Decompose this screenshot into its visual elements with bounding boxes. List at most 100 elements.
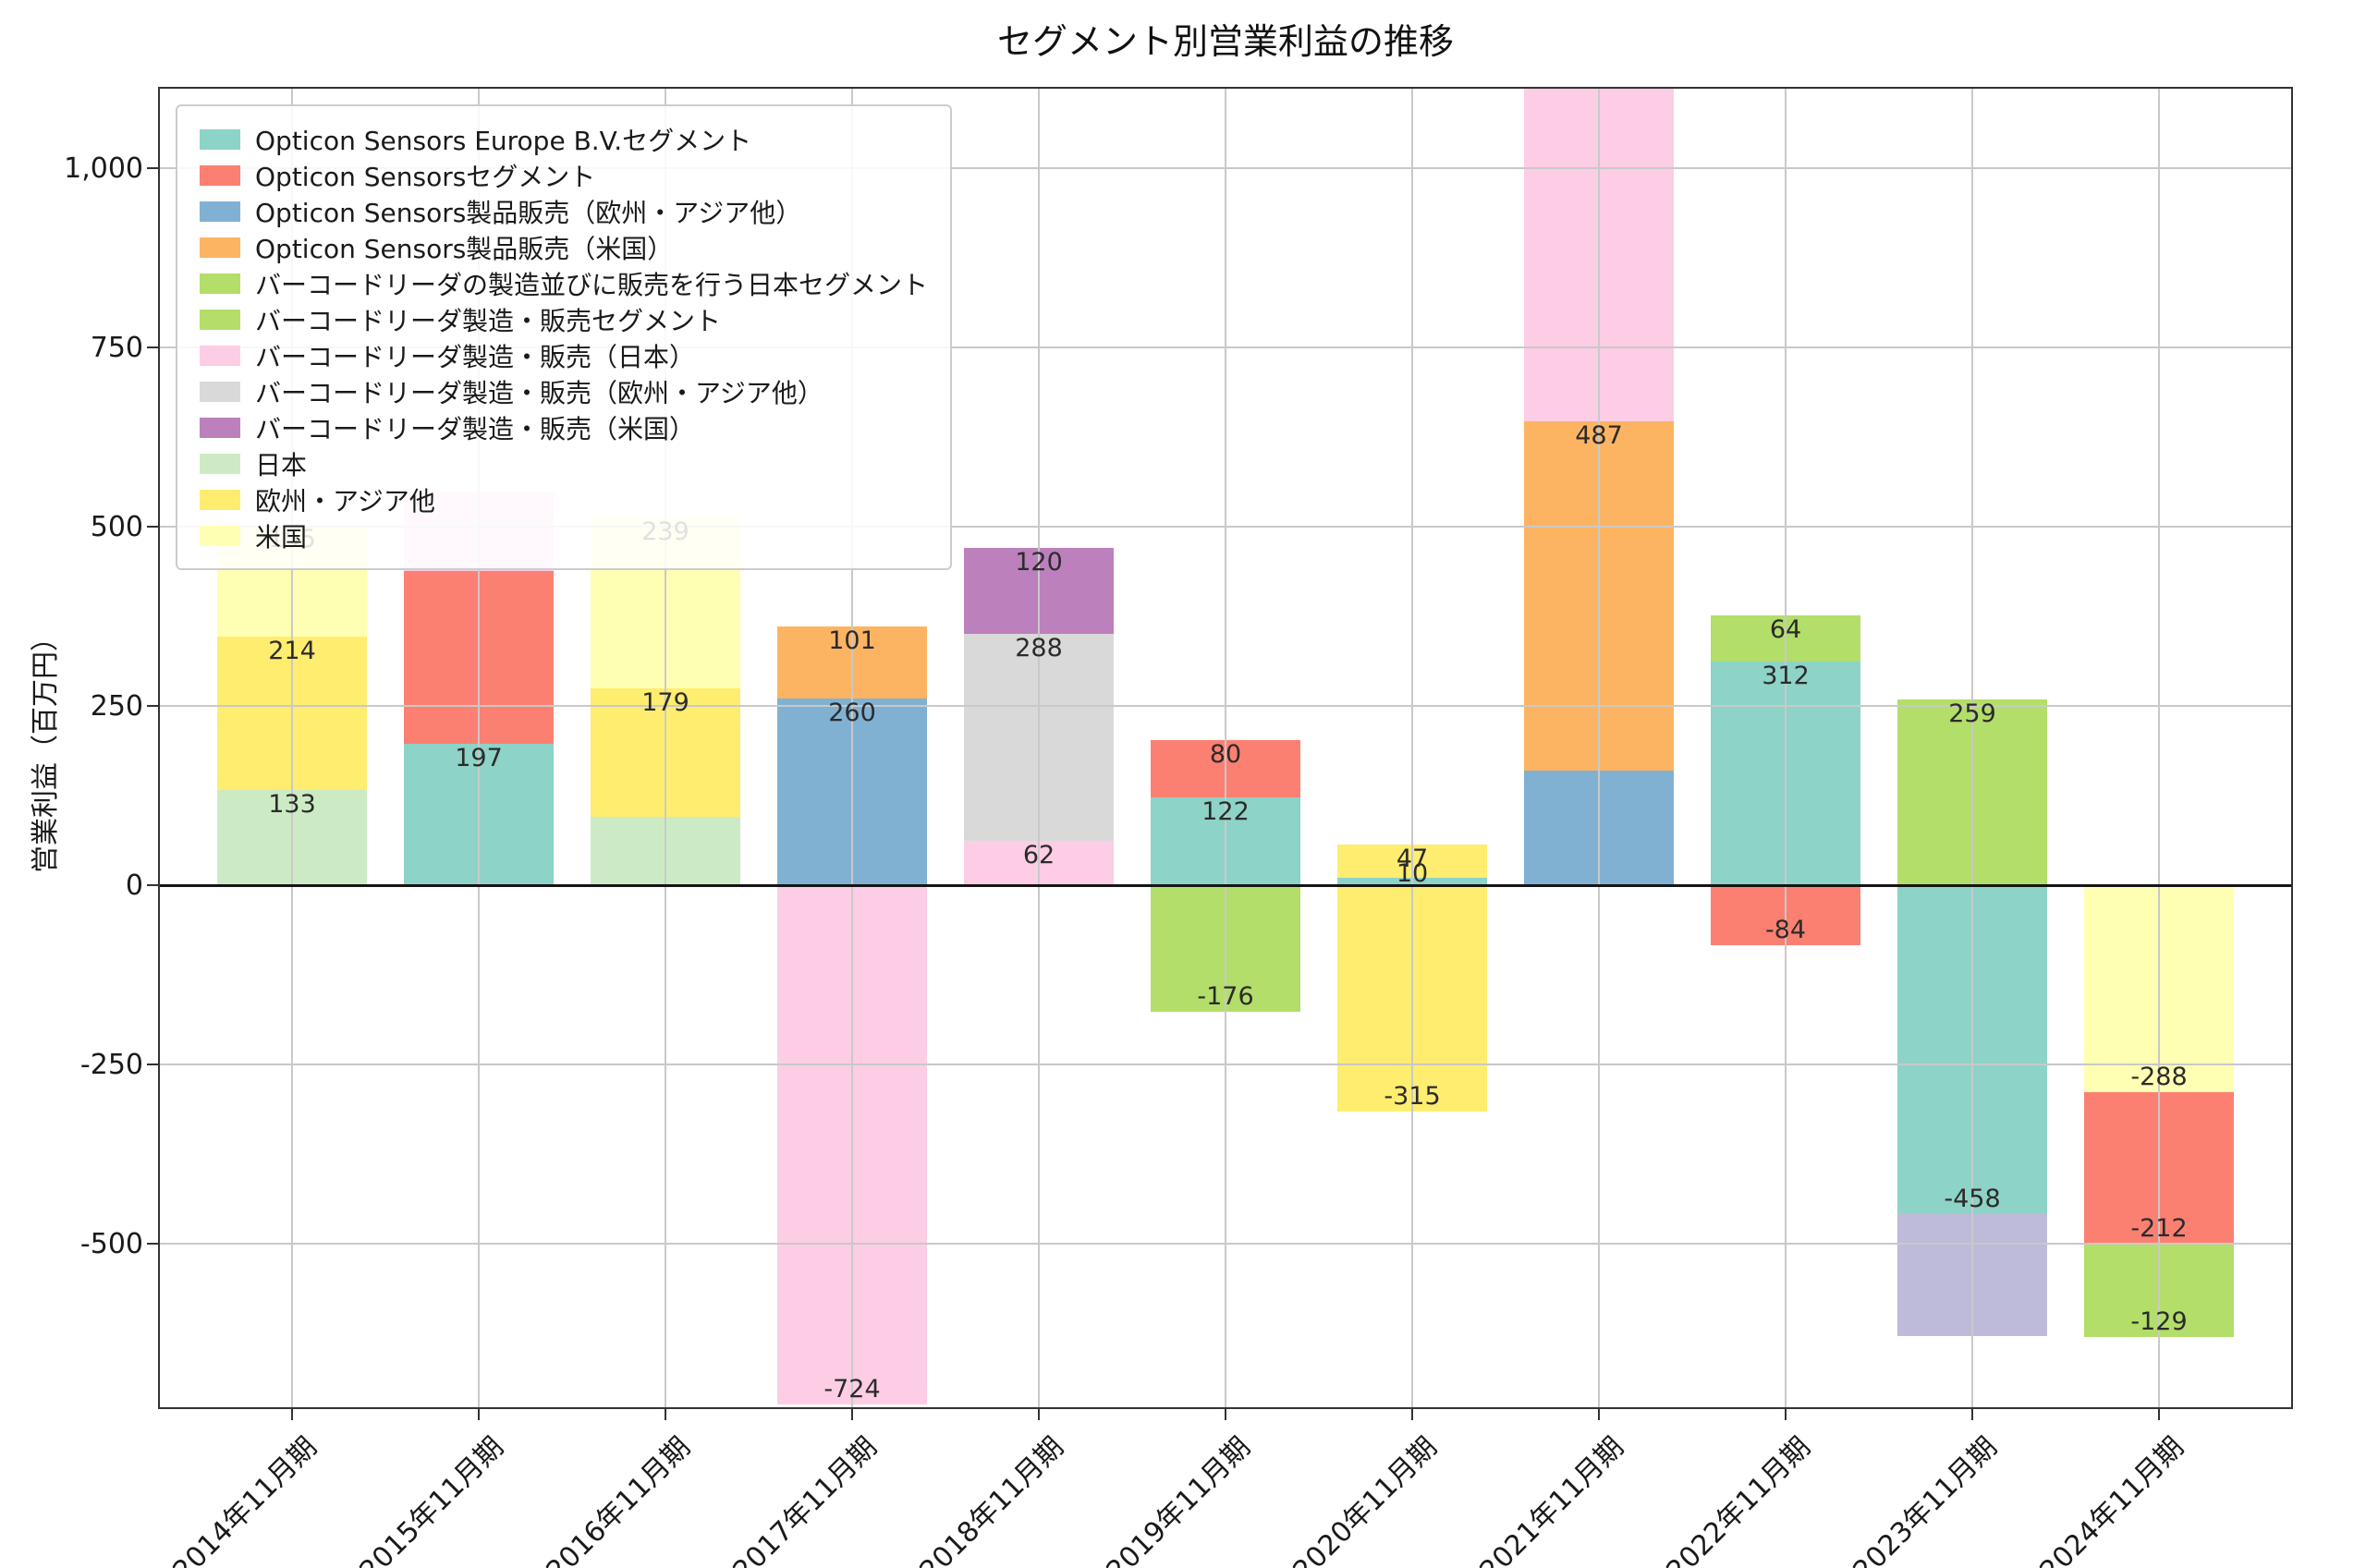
y-axis-label: 営業利益（百万円） (30, 624, 62, 873)
legend-label: Opticon Sensors製品販売（米国） (255, 233, 674, 264)
y-tick-label: 750 (90, 331, 143, 364)
bar-value-label: -724 (823, 1375, 881, 1404)
legend-label: Opticon Sensors製品販売（欧州・アジア他） (255, 197, 802, 228)
bar-value-label: 133 (268, 789, 316, 819)
x-tick-mark (2158, 1409, 2160, 1420)
legend-swatch (200, 381, 240, 402)
y-tick-label: 250 (90, 690, 143, 723)
legend-item: 欧州・アジア他 (200, 481, 928, 517)
gridline-vertical (1411, 87, 1413, 1409)
bar-value-label: -176 (1197, 981, 1254, 1011)
legend-swatch (200, 417, 240, 438)
gridline-vertical (851, 87, 853, 1409)
x-tick-mark (291, 1409, 293, 1420)
x-tick-mark (1038, 1409, 1040, 1420)
x-tick-label: 2015年11月期 (354, 1430, 511, 1568)
legend-label: 欧州・アジア他 (255, 485, 435, 517)
legend-label: バーコードリーダ製造・販売（米国） (255, 413, 696, 444)
gridline-vertical (478, 87, 480, 1409)
zero-line (158, 884, 2293, 888)
legend-label: バーコードリーダ製造・販売セグメント (255, 305, 722, 336)
y-tick-mark (147, 1243, 158, 1246)
x-tick-mark (1598, 1409, 1600, 1420)
legend-swatch (200, 453, 240, 474)
legend-label: バーコードリーダの製造並びに販売を行う日本セグメント (255, 269, 929, 300)
x-tick-mark (851, 1409, 853, 1420)
gridline-vertical (1225, 87, 1226, 1409)
x-tick-mark (1785, 1409, 1787, 1420)
legend: Opticon Sensors Europe B.V.セグメント Opticon … (176, 104, 953, 570)
legend-swatch (200, 128, 240, 150)
bar-value-label: 487 (1575, 420, 1623, 450)
legend-swatch (200, 345, 240, 366)
x-tick-label: 2016年11月期 (541, 1430, 698, 1568)
bar-value-label: 62 (1022, 841, 1055, 870)
y-tick-label: 500 (90, 510, 143, 543)
bar-value-label: 197 (455, 744, 503, 773)
x-tick-mark (1225, 1409, 1226, 1420)
legend-swatch (200, 489, 240, 510)
bar-value-label: 64 (1769, 615, 1802, 645)
bar-value-label: 214 (268, 636, 316, 665)
legend-label: Opticon Sensors Europe B.V.セグメント (255, 125, 752, 156)
bar-value-label: -129 (2130, 1307, 2188, 1336)
legend-item: Opticon Sensors Europe B.V.セグメント (200, 121, 928, 157)
gridline-vertical (1785, 87, 1787, 1409)
bar-value-label: 101 (828, 626, 876, 655)
gridline-vertical (665, 87, 666, 1409)
gridline-vertical (291, 87, 293, 1409)
x-tick-mark (1971, 1409, 1973, 1420)
legend-swatch (200, 237, 240, 258)
x-tick-label: 2019年11月期 (1101, 1430, 1258, 1568)
x-tick-label: 2020年11月期 (1287, 1430, 1445, 1568)
bar-value-label: 260 (828, 699, 876, 728)
y-tick-label: -500 (79, 1228, 143, 1261)
x-tick-mark (1411, 1409, 1413, 1420)
bar-value-label: 122 (1201, 797, 1250, 827)
bar-value-label: -288 (2130, 1062, 2188, 1091)
legend-item: バーコードリーダ製造・販売セグメント (200, 301, 928, 337)
legend-label: バーコードリーダ製造・販売（欧州・アジア他） (255, 377, 823, 408)
x-tick-label: 2014年11月期 (167, 1430, 324, 1568)
legend-swatch (200, 525, 240, 546)
bar-value-label: 80 (1209, 740, 1242, 770)
gridline-vertical (2158, 87, 2160, 1409)
legend-label: 日本 (255, 449, 308, 480)
bar-value-label: 120 (1015, 548, 1063, 577)
y-tick-mark (147, 705, 158, 708)
legend-swatch (200, 309, 240, 330)
bar-value-label: -84 (1764, 916, 1807, 945)
legend-item: バーコードリーダ製造・販売（日本） (200, 337, 928, 373)
y-tick-mark (147, 525, 158, 528)
x-tick-label: 2022年11月期 (1661, 1430, 1818, 1568)
bar-value-label: -212 (2130, 1214, 2188, 1244)
bar-value-label: 47 (1396, 844, 1429, 873)
chart-title: セグメント別営業利益の推移 (996, 21, 1454, 62)
x-tick-label: 2023年11月期 (1848, 1430, 2005, 1568)
legend-item: Opticon Sensorsセグメント (200, 157, 928, 193)
legend-swatch (200, 201, 240, 222)
legend-swatch (200, 273, 240, 294)
gridline-vertical (1038, 87, 1040, 1409)
gridline-vertical (1971, 87, 1973, 1409)
y-tick-label: 0 (125, 869, 143, 903)
legend-item: Opticon Sensors製品販売（米国） (200, 229, 928, 265)
legend-item: 米国 (200, 517, 928, 553)
legend-item: バーコードリーダの製造並びに販売を行う日本セグメント (200, 265, 928, 301)
bar-value-label: 288 (1015, 634, 1063, 663)
legend-item: バーコードリーダ製造・販売（欧州・アジア他） (200, 373, 928, 409)
gridline-vertical (1598, 87, 1600, 1409)
x-tick-label: 2024年11月期 (2034, 1430, 2191, 1568)
legend-label: 米国 (255, 521, 308, 553)
bar-value-label: -315 (1384, 1081, 1441, 1111)
y-tick-label: -250 (79, 1049, 143, 1082)
y-tick-mark (147, 166, 158, 169)
x-tick-label: 2021年11月期 (1474, 1430, 1631, 1568)
y-tick-mark (147, 346, 158, 348)
x-tick-mark (665, 1409, 666, 1420)
legend-item: バーコードリーダ製造・販売（米国） (200, 409, 928, 445)
bar-value-label: 259 (1948, 699, 1996, 729)
bar-value-label: -458 (1944, 1184, 2001, 1213)
legend-label: Opticon Sensorsセグメント (255, 161, 596, 192)
